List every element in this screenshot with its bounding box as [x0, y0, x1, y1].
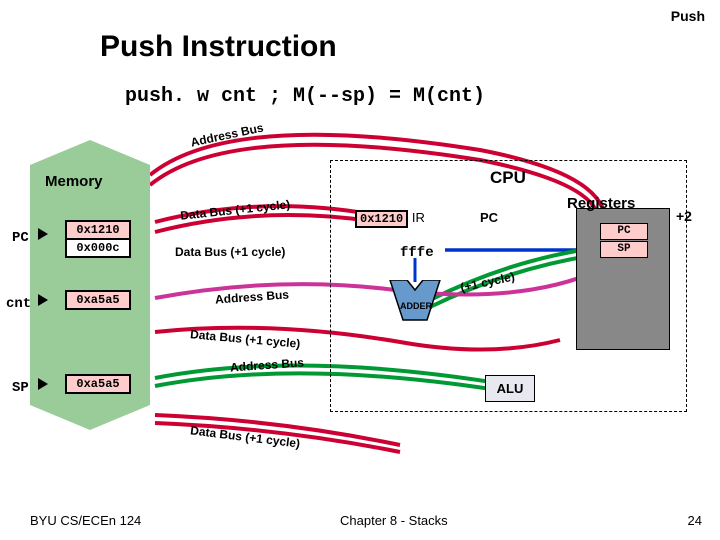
ir-label: IR — [412, 210, 425, 225]
reg-sp: SP — [600, 241, 648, 258]
footer-left: BYU CS/ECEn 124 — [30, 513, 141, 528]
instruction-text: push. w cnt ; M(--sp) = M(cnt) — [125, 85, 485, 108]
mem-pointer-sp: SP — [12, 380, 29, 396]
footer-center: Chapter 8 - Stacks — [340, 513, 448, 528]
mem-cell-cnt: 0xa5a5 — [65, 290, 131, 310]
bus-label-data1: Data Bus (+1 cycle) — [180, 197, 291, 222]
triangle-icon — [38, 228, 48, 240]
mem-cell-pc-1: 0x1210 — [65, 220, 131, 240]
bus-label-addr2: Address Bus — [215, 287, 290, 306]
bus-label-data2: Data Bus (+1 cycle) — [175, 245, 285, 259]
bus-label-data4: Data Bus (+1 cycle) — [190, 423, 301, 450]
memory-label: Memory — [45, 173, 103, 190]
footer-right: 24 — [688, 513, 702, 528]
adder-shape: ADDER — [385, 280, 445, 322]
ir-value: 0x1210 — [355, 210, 408, 228]
triangle-icon — [38, 378, 48, 390]
alu-box: ALU — [485, 375, 535, 402]
triangle-icon — [38, 294, 48, 306]
bus-label-addr1: Address Bus — [189, 120, 264, 149]
mem-cell-sp: 0xa5a5 — [65, 374, 131, 394]
page-title: Push Instruction — [100, 30, 337, 64]
adder-text: ADDER — [400, 301, 433, 311]
bus-label-addr3: Address Bus — [230, 355, 305, 374]
cpu-pc-label: PC — [480, 210, 498, 225]
mem-pointer-pc: PC — [12, 230, 29, 246]
mem-cell-pc-2: 0x000c — [65, 238, 131, 258]
bus-label-data3: Data Bus (+1 cycle) — [190, 327, 301, 351]
page-header-right: Push — [671, 8, 705, 24]
mem-pointer-cnt: cnt — [6, 296, 31, 312]
plus2-label: +2 — [676, 208, 692, 224]
registers-label: Registers — [567, 195, 635, 212]
reg-pc: PC — [600, 223, 648, 240]
cpu-label: CPU — [490, 168, 526, 188]
ir-line: 0x1210 IR — [355, 210, 425, 228]
fffe-value: fffe — [400, 245, 434, 261]
